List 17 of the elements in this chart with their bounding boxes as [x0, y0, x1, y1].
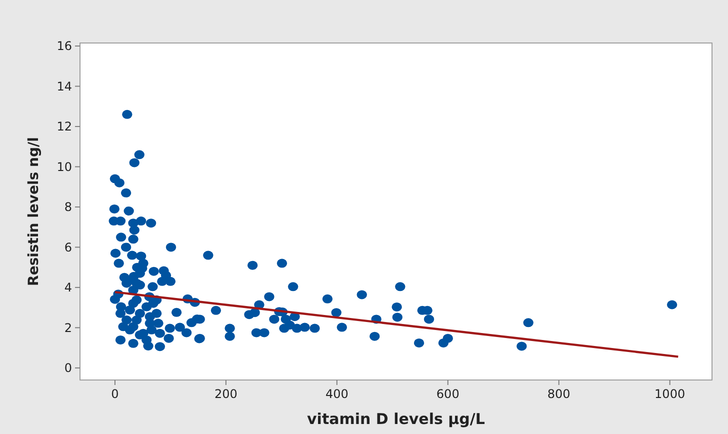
x-tick-label: 600: [436, 387, 460, 401]
y-tick-label: 6: [64, 240, 72, 254]
x-tick-label: 800: [547, 387, 570, 401]
x-tick-label: 1000: [654, 387, 686, 401]
y-axis-title: Resistin levels ng/l: [26, 137, 42, 286]
y-tick-label: 14: [56, 79, 72, 94]
y-tick-label: 8: [64, 200, 72, 214]
x-tick-label: 0: [111, 387, 119, 401]
y-tick-label: 16: [56, 39, 72, 54]
y-tick-label: 12: [56, 120, 72, 134]
x-tick-label: 400: [325, 387, 348, 401]
x-tick-label: 200: [214, 387, 238, 401]
y-tick-label: 10: [56, 160, 72, 174]
y-tick-label: 2: [64, 320, 72, 335]
x-axis-title: vitamin D levels µg/L: [307, 410, 486, 428]
y-tick-label: 4: [64, 280, 72, 295]
y-tick-label: 0: [64, 361, 72, 376]
